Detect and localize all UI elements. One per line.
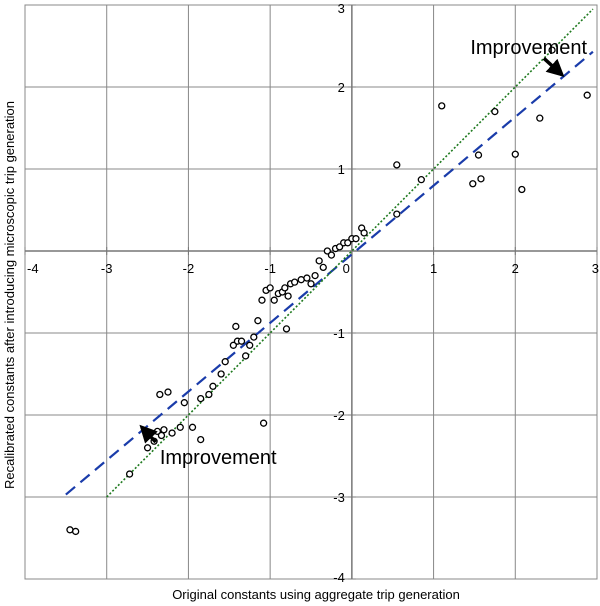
y-tick-label: 3 xyxy=(338,1,345,16)
data-point xyxy=(258,296,266,304)
identity-line xyxy=(106,8,594,498)
x-axis-title: Original constants using aggregate trip … xyxy=(172,587,460,602)
data-point xyxy=(303,274,311,282)
data-point xyxy=(583,91,591,99)
data-point xyxy=(417,176,425,184)
data-point xyxy=(259,419,268,427)
data-point xyxy=(160,426,168,434)
data-point xyxy=(315,257,323,265)
data-point xyxy=(180,399,188,407)
data-point xyxy=(282,325,291,333)
x-tick-label: -2 xyxy=(183,261,195,276)
data-point xyxy=(393,210,401,218)
data-point xyxy=(327,251,336,259)
data-point xyxy=(254,317,262,325)
x-tick-label: 3 xyxy=(592,261,599,276)
data-point xyxy=(393,161,401,169)
x-tick-label: -4 xyxy=(27,261,39,276)
data-point xyxy=(156,390,164,399)
x-tick-label: -3 xyxy=(101,261,113,276)
data-point xyxy=(266,284,274,292)
data-point xyxy=(536,114,544,122)
annotation-arrow xyxy=(542,57,565,78)
data-point xyxy=(246,341,254,349)
data-point xyxy=(176,423,184,431)
data-point xyxy=(474,151,483,159)
data-point xyxy=(360,229,368,237)
regression-line xyxy=(65,50,594,496)
data-point xyxy=(250,333,258,341)
data-point xyxy=(477,175,485,183)
data-point xyxy=(548,46,556,54)
data-point xyxy=(344,239,352,247)
y-tick-label: 2 xyxy=(338,80,345,95)
data-points xyxy=(66,46,591,536)
x-tick-label: 0 xyxy=(343,261,350,276)
data-point xyxy=(209,382,217,390)
data-point xyxy=(307,280,315,288)
data-point xyxy=(168,429,176,437)
y-tick-label: -1 xyxy=(333,326,345,341)
data-point xyxy=(197,394,205,403)
x-tick-label: -1 xyxy=(264,261,276,276)
data-point xyxy=(197,435,205,444)
data-point xyxy=(164,388,172,396)
data-point xyxy=(281,284,289,292)
y-axis-title: Recalibrated constants after introducing… xyxy=(2,101,17,489)
data-point xyxy=(125,470,134,478)
data-point xyxy=(311,271,319,280)
data-point xyxy=(511,150,519,158)
tick-labels: -4 -3 -2 -1 1 2 3 0 3 2 1 -1 -2 -3 -4 xyxy=(27,1,599,585)
data-point xyxy=(491,107,499,116)
data-point xyxy=(438,102,446,110)
grid xyxy=(24,4,598,580)
data-point xyxy=(270,296,278,304)
annotation-arrow xyxy=(139,424,158,444)
data-point xyxy=(323,247,331,255)
x-tick-label: 2 xyxy=(512,261,519,276)
axes xyxy=(24,4,598,580)
data-point xyxy=(352,235,360,243)
data-point xyxy=(232,322,240,331)
data-point xyxy=(319,263,327,272)
annotation-label: Improvement xyxy=(160,447,277,469)
y-tick-label: 1 xyxy=(338,162,345,177)
annotation-label: Improvement xyxy=(470,37,587,59)
data-point xyxy=(217,370,225,378)
data-point xyxy=(518,185,526,194)
data-point xyxy=(284,292,292,300)
y-tick-label: -2 xyxy=(333,408,345,423)
data-point xyxy=(157,431,166,440)
data-point xyxy=(469,180,477,188)
data-point xyxy=(188,423,197,431)
data-point xyxy=(143,444,152,452)
y-tick-label: -4 xyxy=(333,570,345,585)
data-point xyxy=(237,337,246,345)
annotations: Improvement Improvement xyxy=(139,37,587,469)
data-point xyxy=(241,352,250,360)
data-point xyxy=(221,358,229,366)
fit-lines xyxy=(65,8,594,498)
data-point xyxy=(291,278,299,286)
x-tick-label: 1 xyxy=(430,261,437,276)
y-tick-label: -3 xyxy=(333,490,345,505)
data-point xyxy=(335,243,344,251)
data-point xyxy=(72,527,80,536)
data-point xyxy=(205,390,213,399)
data-point xyxy=(229,341,238,349)
